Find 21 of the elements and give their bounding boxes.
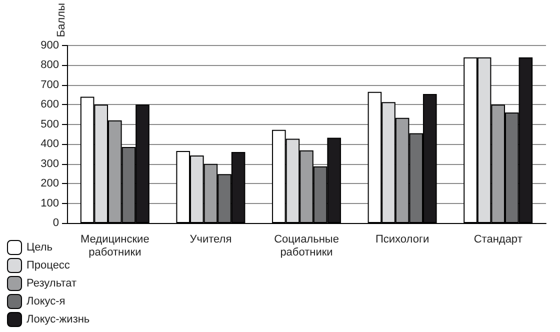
- y-tick-label: 800: [40, 59, 59, 72]
- legend-label: Цель: [26, 242, 53, 254]
- y-tick-label: 600: [40, 98, 59, 111]
- legend-label: Локус-жизнь: [26, 314, 90, 326]
- legend-label: Локус-я: [26, 296, 66, 308]
- y-tick-label: 100: [40, 197, 59, 210]
- x-tick-label: Стандарт: [474, 234, 522, 246]
- y-tick-label: 0: [52, 217, 59, 229]
- y-tick-label: 500: [40, 118, 59, 130]
- x-tick-label: Социальные работники: [274, 234, 339, 258]
- y-tick-label: 900: [40, 39, 59, 52]
- x-tick-label: Учителя: [190, 234, 232, 246]
- y-tick-label: 200: [40, 178, 59, 190]
- legend-label: Результат: [26, 278, 77, 290]
- y-axis-title: Баллы: [56, 2, 68, 38]
- y-tick-label: 300: [40, 158, 59, 170]
- x-tick-label: Психологи: [375, 234, 430, 246]
- legend-label: Процесс: [26, 260, 70, 272]
- y-tick-label: 700: [40, 78, 59, 91]
- y-tick-label: 400: [40, 138, 59, 150]
- x-tick-label: Медицинские работники: [80, 234, 150, 258]
